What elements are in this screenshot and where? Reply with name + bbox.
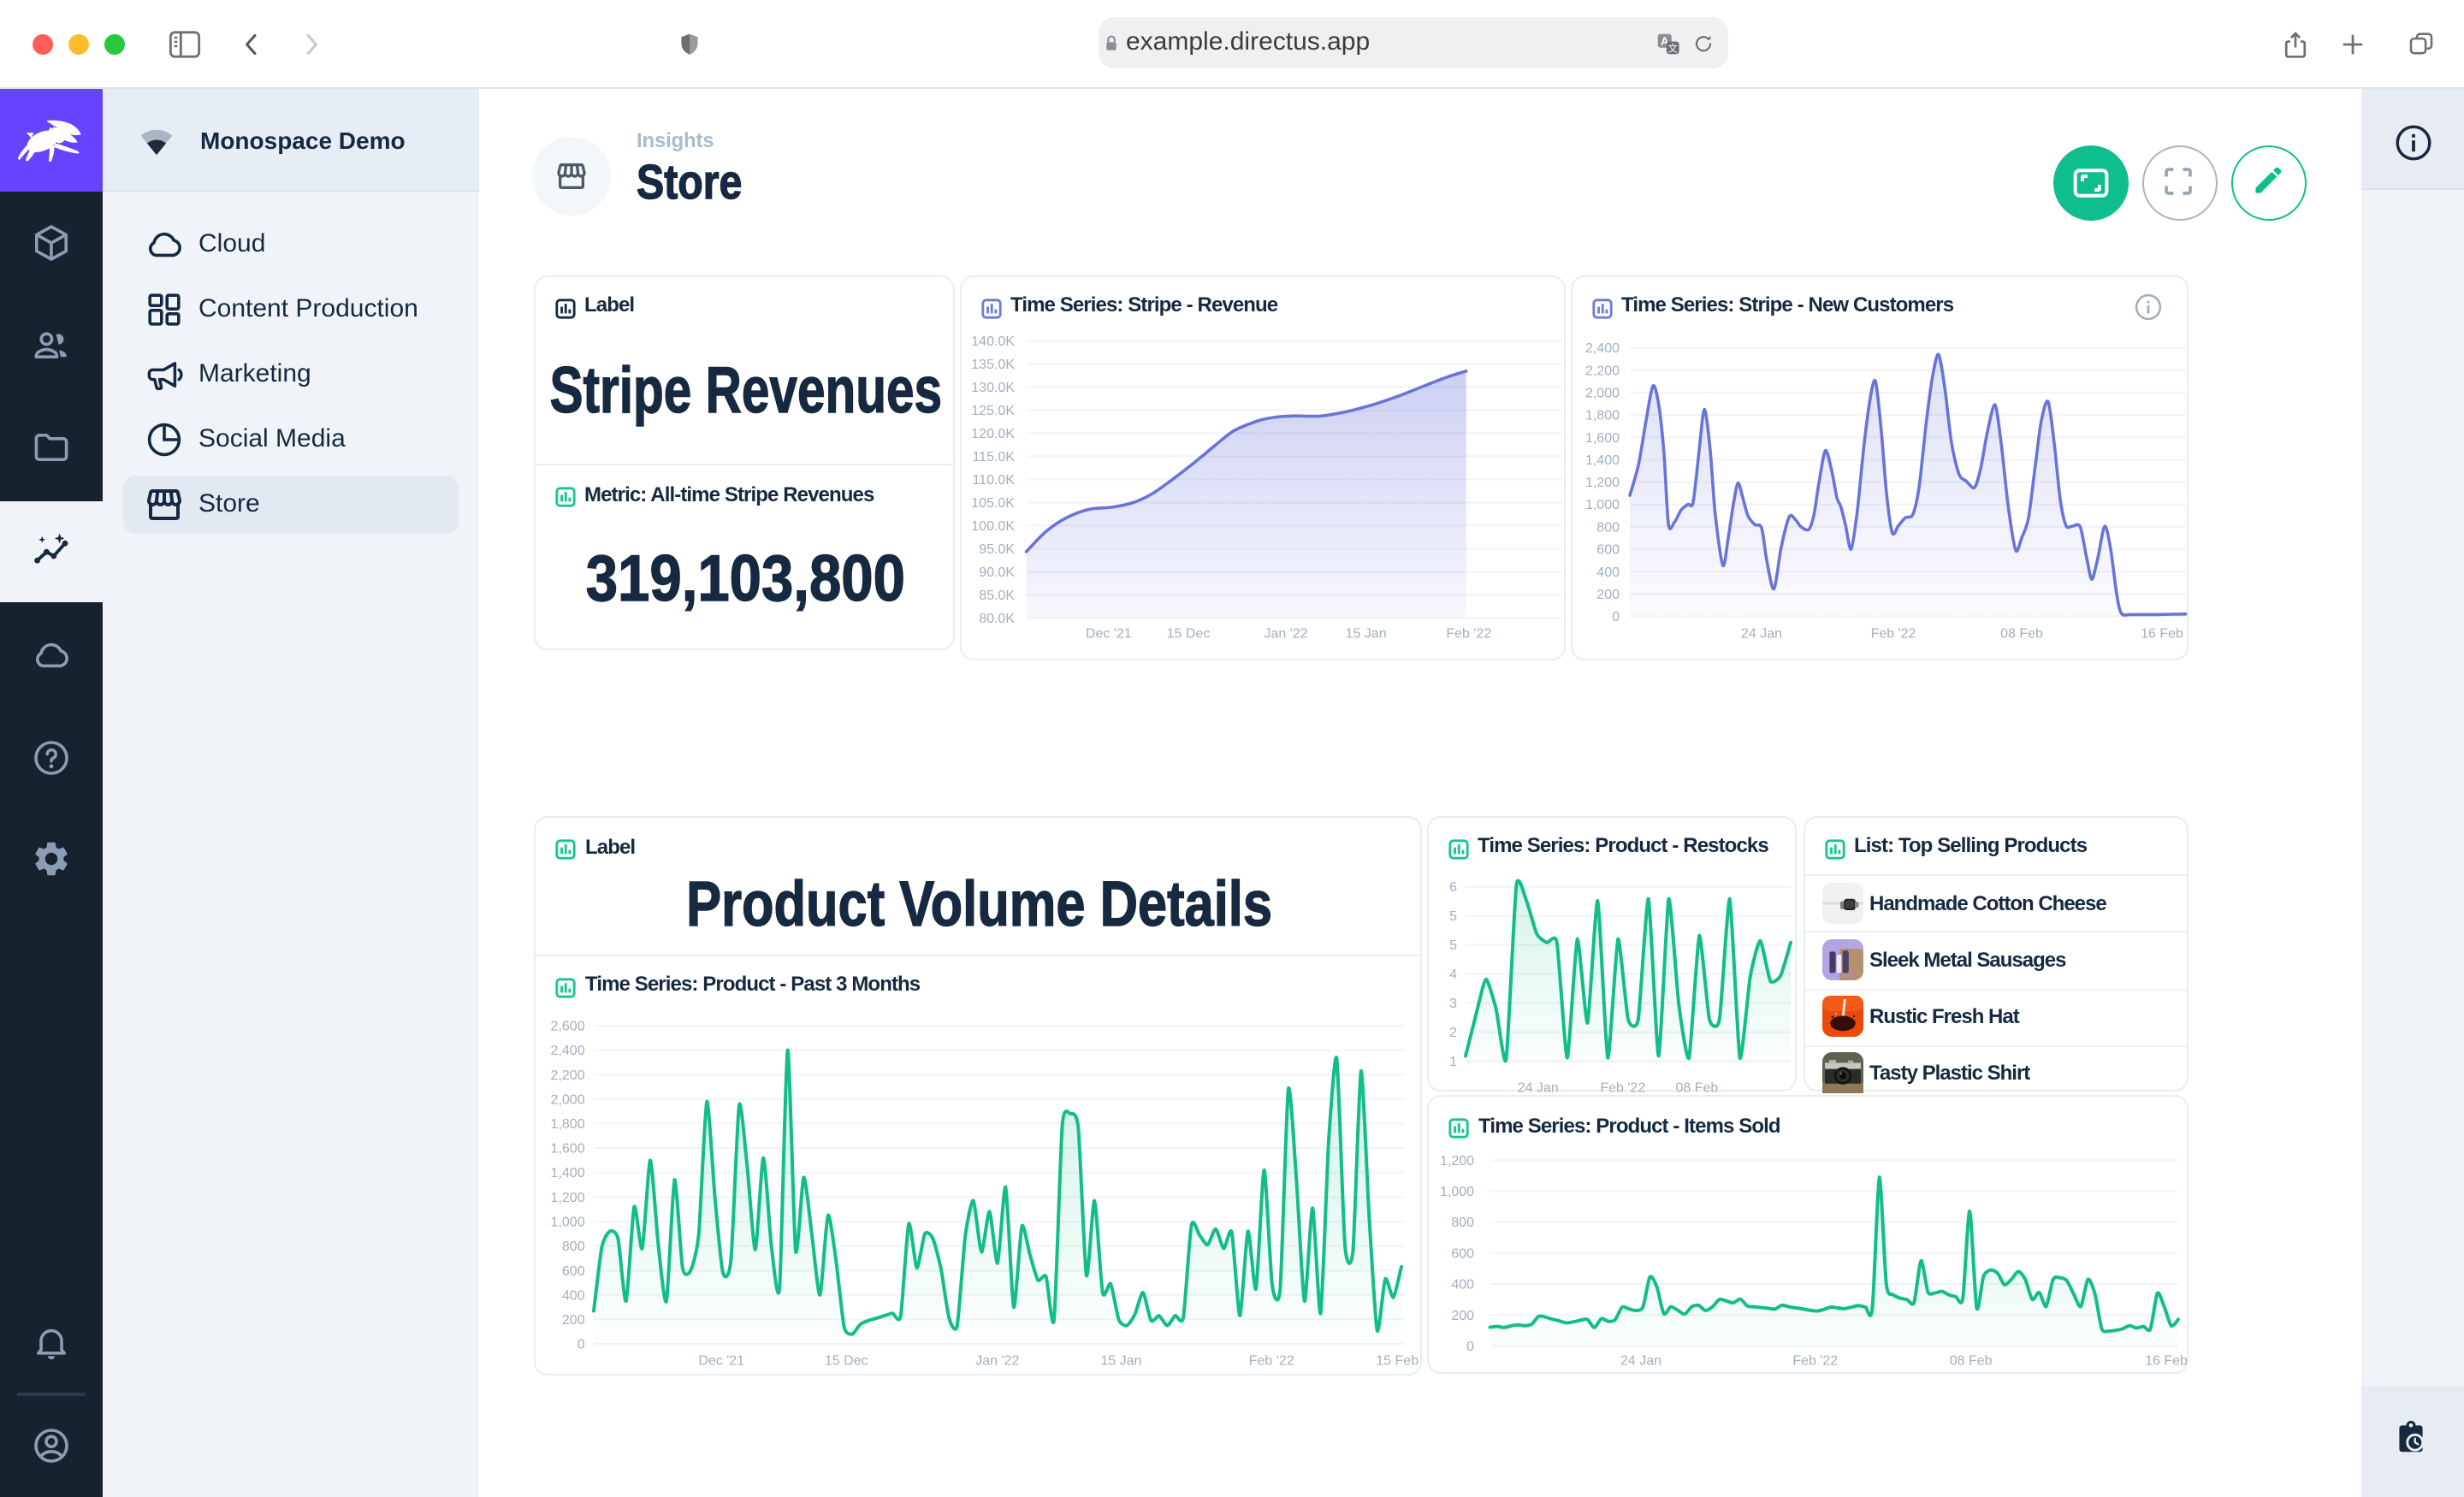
svg-text:24 Jan: 24 Jan bbox=[1517, 1080, 1558, 1092]
svg-text:135.0K: 135.0K bbox=[970, 357, 1014, 371]
svg-text:600: 600 bbox=[1596, 542, 1619, 557]
svg-text:95.0K: 95.0K bbox=[978, 541, 1014, 556]
svg-text:Dec '21: Dec '21 bbox=[698, 1353, 744, 1368]
svg-text:Dec '21: Dec '21 bbox=[1085, 626, 1131, 641]
svg-text:800: 800 bbox=[1451, 1216, 1474, 1231]
svg-text:0: 0 bbox=[1466, 1340, 1474, 1355]
svg-text:1,400: 1,400 bbox=[551, 1165, 585, 1180]
svg-text:600: 600 bbox=[562, 1263, 585, 1278]
svg-text:1,200: 1,200 bbox=[551, 1190, 585, 1204]
svg-text:Feb '22: Feb '22 bbox=[1445, 626, 1490, 641]
svg-text:15 Dec: 15 Dec bbox=[1166, 626, 1210, 641]
svg-text:2,000: 2,000 bbox=[1584, 386, 1619, 400]
svg-text:1,600: 1,600 bbox=[1584, 430, 1619, 445]
svg-text:Jan '22: Jan '22 bbox=[1263, 626, 1306, 641]
svg-text:1,000: 1,000 bbox=[1440, 1186, 1474, 1200]
svg-text:2,200: 2,200 bbox=[1584, 363, 1619, 377]
svg-text:2,000: 2,000 bbox=[551, 1092, 585, 1106]
svg-text:1,400: 1,400 bbox=[1584, 453, 1619, 467]
svg-text:800: 800 bbox=[562, 1239, 585, 1253]
svg-text:15 Jan: 15 Jan bbox=[1100, 1353, 1141, 1368]
svg-text:5: 5 bbox=[1448, 908, 1456, 923]
svg-text:08 Feb: 08 Feb bbox=[1999, 626, 2042, 641]
svg-text:115.0K: 115.0K bbox=[971, 449, 1014, 464]
svg-text:105.0K: 105.0K bbox=[970, 495, 1014, 510]
svg-text:1,000: 1,000 bbox=[551, 1215, 585, 1229]
svg-text:100.0K: 100.0K bbox=[970, 518, 1014, 533]
svg-text:400: 400 bbox=[1451, 1278, 1474, 1293]
svg-text:Feb '22: Feb '22 bbox=[1870, 626, 1916, 641]
svg-text:6: 6 bbox=[1448, 879, 1456, 894]
svg-text:Feb '22: Feb '22 bbox=[1249, 1353, 1294, 1368]
svg-text:15 Feb: 15 Feb bbox=[1376, 1353, 1419, 1368]
svg-text:Jan '22: Jan '22 bbox=[975, 1353, 1019, 1368]
svg-text:1,600: 1,600 bbox=[551, 1141, 585, 1156]
svg-text:125.0K: 125.0K bbox=[970, 403, 1014, 417]
svg-text:4: 4 bbox=[1448, 967, 1456, 981]
svg-text:200: 200 bbox=[1451, 1310, 1474, 1324]
svg-text:文: 文 bbox=[1668, 41, 1678, 53]
svg-text:1,200: 1,200 bbox=[1440, 1155, 1474, 1169]
svg-text:1,800: 1,800 bbox=[1584, 408, 1619, 423]
svg-text:400: 400 bbox=[1596, 565, 1619, 579]
svg-text:120.0K: 120.0K bbox=[970, 426, 1014, 441]
svg-text:85.0K: 85.0K bbox=[978, 588, 1014, 602]
svg-text:24 Jan: 24 Jan bbox=[1740, 626, 1781, 641]
svg-text:80.0K: 80.0K bbox=[978, 611, 1014, 625]
svg-text:600: 600 bbox=[1451, 1247, 1474, 1262]
svg-text:140.0K: 140.0K bbox=[970, 334, 1014, 348]
svg-text:15 Jan: 15 Jan bbox=[1345, 626, 1386, 641]
svg-text:1,200: 1,200 bbox=[1584, 475, 1619, 489]
svg-text:2,400: 2,400 bbox=[551, 1043, 585, 1057]
svg-text:2,200: 2,200 bbox=[551, 1068, 585, 1082]
svg-text:200: 200 bbox=[1596, 587, 1619, 601]
svg-text:08 Feb: 08 Feb bbox=[1950, 1354, 1993, 1369]
svg-text:0: 0 bbox=[1611, 609, 1619, 624]
svg-text:5: 5 bbox=[1448, 938, 1456, 952]
svg-text:A: A bbox=[1661, 35, 1668, 47]
svg-text:1,800: 1,800 bbox=[551, 1116, 585, 1131]
svg-text:0: 0 bbox=[578, 1337, 585, 1352]
svg-text:Feb '22: Feb '22 bbox=[1599, 1080, 1644, 1092]
svg-text:90.0K: 90.0K bbox=[978, 565, 1014, 579]
svg-text:08 Feb: 08 Feb bbox=[1674, 1080, 1717, 1092]
svg-text:110.0K: 110.0K bbox=[971, 472, 1014, 487]
svg-text:16 Feb: 16 Feb bbox=[2145, 1354, 2188, 1369]
svg-text:24 Jan: 24 Jan bbox=[1620, 1354, 1661, 1369]
svg-text:1,000: 1,000 bbox=[1584, 497, 1619, 512]
svg-text:2,600: 2,600 bbox=[551, 1019, 585, 1033]
svg-text:400: 400 bbox=[562, 1287, 585, 1302]
svg-text:1: 1 bbox=[1448, 1054, 1456, 1068]
svg-text:16 Feb: 16 Feb bbox=[2140, 626, 2183, 641]
svg-text:3: 3 bbox=[1448, 996, 1456, 1010]
svg-text:2,400: 2,400 bbox=[1584, 340, 1619, 355]
svg-text:200: 200 bbox=[562, 1312, 585, 1327]
svg-text:800: 800 bbox=[1596, 519, 1619, 534]
svg-text:2: 2 bbox=[1448, 1025, 1456, 1039]
svg-text:15 Dec: 15 Dec bbox=[825, 1353, 868, 1368]
svg-text:Feb '22: Feb '22 bbox=[1792, 1354, 1838, 1369]
svg-text:130.0K: 130.0K bbox=[970, 380, 1014, 394]
